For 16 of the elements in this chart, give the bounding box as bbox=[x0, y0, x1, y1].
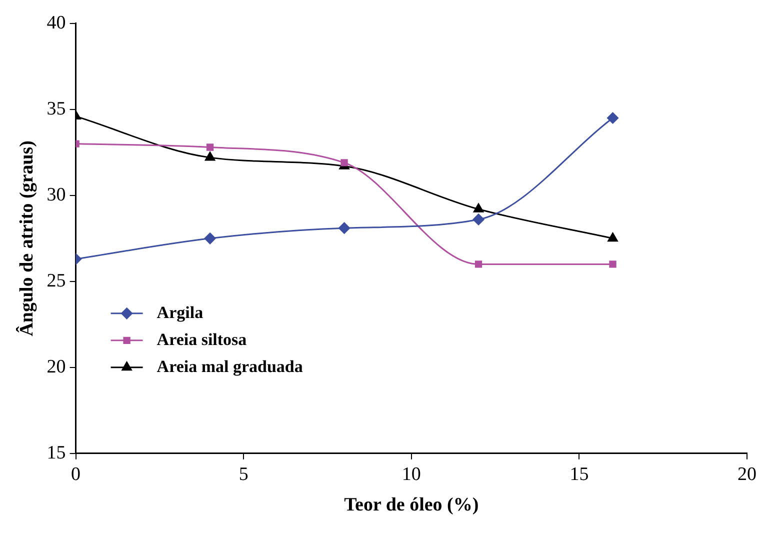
x-axis-title: Teor de óleo (%) bbox=[344, 494, 479, 516]
y-tick-label: 40 bbox=[46, 12, 66, 34]
y-tick-label: 20 bbox=[46, 356, 66, 378]
x-tick-label: 15 bbox=[570, 464, 589, 485]
y-tick-label: 35 bbox=[46, 98, 66, 120]
x-tick-label: 20 bbox=[738, 464, 756, 485]
legend-label: Areia mal graduada bbox=[156, 356, 304, 376]
y-tick-label: 25 bbox=[46, 270, 66, 292]
x-tick-label: 10 bbox=[402, 464, 421, 485]
y-tick-label: 30 bbox=[46, 184, 66, 206]
legend-label: Argila bbox=[156, 302, 204, 322]
x-tick-label: 5 bbox=[238, 464, 248, 485]
y-tick-label: 15 bbox=[46, 442, 66, 464]
y-axis-title: Ângulo de atrito (graus) bbox=[15, 140, 38, 336]
x-tick-label: 0 bbox=[71, 464, 81, 485]
legend-label: Areia siltosa bbox=[156, 330, 248, 349]
